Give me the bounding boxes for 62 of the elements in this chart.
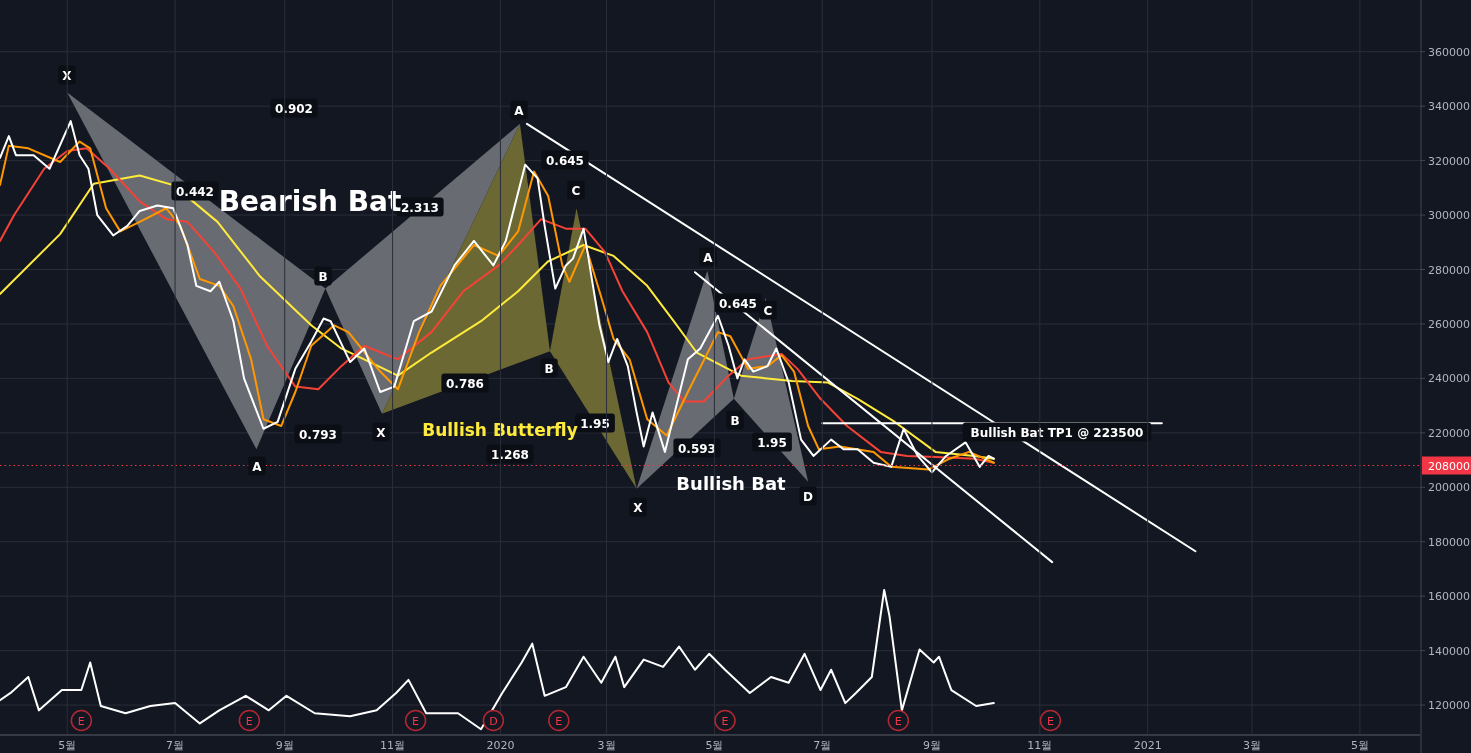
annotation: B: [318, 269, 328, 284]
annotation: B: [730, 413, 740, 428]
y-tick-label: 340000: [1428, 100, 1470, 114]
annotation: Bullish Butterfly: [422, 420, 578, 441]
annotation: 0.442: [176, 184, 214, 199]
x-tick-label: 11월: [1027, 739, 1053, 752]
y-tick-label: 240000: [1428, 372, 1470, 386]
annotation: 1.95: [580, 416, 610, 431]
annotation: A: [703, 250, 714, 265]
annotation: E: [555, 714, 563, 728]
annotation: 0.645: [719, 296, 757, 311]
x-tick-label: 9월: [275, 739, 294, 752]
x-tick-label: 3월: [1243, 739, 1262, 752]
y-tick-label: 260000: [1428, 317, 1470, 331]
annotation: X: [62, 68, 73, 83]
x-tick-label: 5월: [58, 739, 77, 752]
annotation: 0.793: [299, 427, 337, 442]
y-tick-label: 200000: [1428, 481, 1470, 495]
y-tick-label: 220000: [1428, 426, 1470, 440]
annotation: E: [894, 714, 902, 728]
annotation: E: [721, 714, 729, 728]
x-tick-label: 2021: [1133, 739, 1162, 752]
ref-line-label: 208000: [1428, 459, 1470, 473]
x-tick-label: 5월: [705, 739, 724, 752]
x-tick-label: 7월: [166, 739, 185, 752]
annotation: D: [803, 489, 814, 504]
annotation: 0.593: [678, 441, 716, 456]
x-tick-label: 9월: [922, 739, 941, 752]
annotation: Bullish Bat TP1 @ 223500: [970, 425, 1144, 440]
annotation: E: [245, 714, 253, 728]
x-tick-label: 5월: [1350, 739, 1369, 752]
annotation: 0.786: [446, 376, 484, 391]
annotation: E: [1046, 714, 1054, 728]
annotation: B: [544, 361, 554, 376]
annotation: Bearish Bat: [218, 184, 402, 218]
annotation: Bullish Bat: [676, 472, 787, 494]
annotation: C: [571, 183, 581, 198]
annotation: A: [514, 103, 525, 118]
annotation: X: [633, 500, 644, 515]
y-tick-label: 120000: [1428, 699, 1470, 713]
y-tick-label: 360000: [1428, 45, 1470, 59]
annotation: A: [252, 459, 263, 474]
annotation: 1.268: [491, 447, 529, 462]
annotation: D: [489, 714, 498, 728]
annotation: X: [376, 425, 387, 440]
annotation: E: [412, 714, 420, 728]
x-tick-label: 11월: [380, 739, 406, 752]
annotation: E: [77, 714, 85, 728]
annotation: 2.313: [401, 200, 439, 215]
x-tick-label: 3월: [597, 739, 616, 752]
y-tick-label: 180000: [1428, 535, 1470, 549]
x-tick-label: 2020: [486, 739, 515, 752]
annotation: C: [763, 303, 773, 318]
x-tick-label: 7월: [813, 739, 832, 752]
annotation: 0.645: [546, 153, 584, 168]
annotation: 1.95: [757, 435, 787, 450]
y-tick-label: 320000: [1428, 154, 1470, 168]
y-tick-label: 280000: [1428, 263, 1470, 277]
annotation: 0.902: [275, 101, 313, 116]
y-tick-label: 300000: [1428, 209, 1470, 223]
y-tick-label: 160000: [1428, 590, 1470, 604]
y-tick-label: 140000: [1428, 644, 1470, 658]
